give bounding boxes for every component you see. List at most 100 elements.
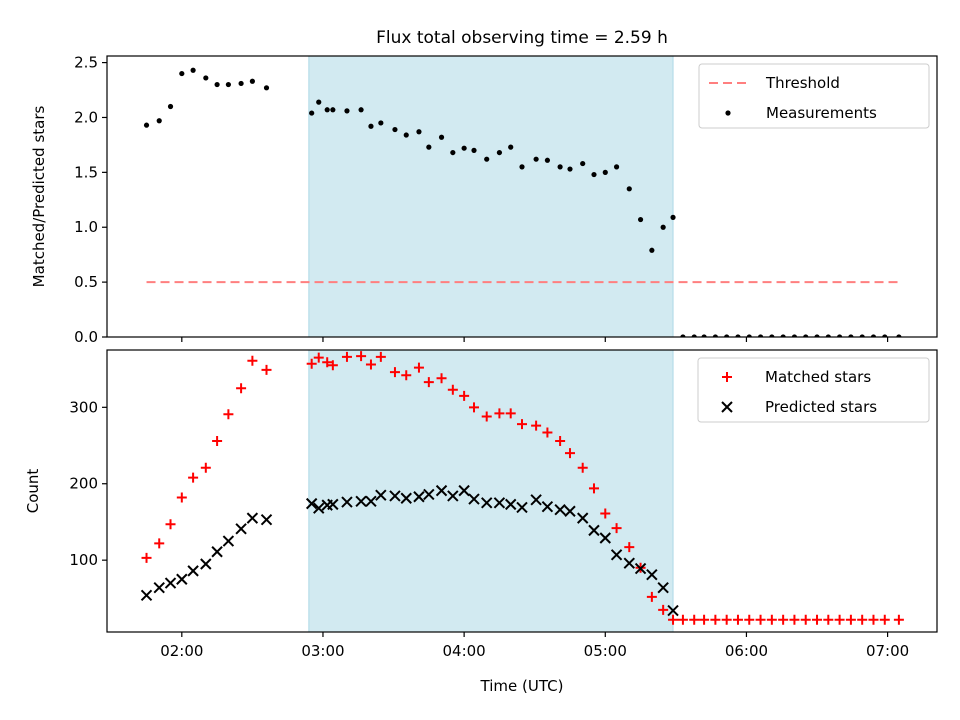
measurement-point <box>848 334 854 337</box>
x-tick-label: 04:00 <box>443 642 486 660</box>
predicted-star-point <box>260 513 273 526</box>
predicted-star-point <box>504 498 517 511</box>
measurement-point <box>416 129 422 135</box>
matched-star-point <box>542 427 553 438</box>
matched-star-point <box>588 483 599 494</box>
matched-star-point <box>555 435 566 446</box>
matched-star-point <box>306 358 317 369</box>
measurement-point <box>179 70 185 77</box>
measurement-point <box>746 334 752 337</box>
x-tick-label: 02:00 <box>160 642 203 660</box>
predicted-star-point <box>623 557 635 569</box>
matched-star-point <box>834 614 845 625</box>
matched-star-point <box>494 408 505 419</box>
measurement-point <box>368 123 374 129</box>
measurement-point <box>358 107 364 113</box>
measurement-point <box>263 85 270 91</box>
matched-star-point <box>778 614 789 625</box>
predicted-star-point <box>355 495 367 508</box>
top-panel: 0.0 0.5 1.0 1.5 2.0 2.5 Matched/Predicted star… <box>30 54 938 346</box>
measurement-point <box>519 164 525 170</box>
measurement-point <box>324 107 330 113</box>
measurement-point <box>670 214 676 220</box>
matched-star-point <box>322 357 333 368</box>
measurement-point <box>626 186 632 192</box>
matched-star-point <box>447 384 458 395</box>
matched-star-point <box>505 408 516 419</box>
matched-star-point <box>223 409 234 420</box>
predicted-star-point <box>305 497 318 510</box>
measurement-point <box>769 334 775 337</box>
legend-box <box>697 357 930 423</box>
measurement-point <box>724 334 730 337</box>
predicted-star-point <box>493 497 506 509</box>
matched-star-point <box>176 492 187 503</box>
measurement-point <box>471 147 477 153</box>
measurement-point <box>438 134 445 140</box>
matched-star-point <box>401 370 412 381</box>
predicted-star-point <box>153 581 165 594</box>
legend-label: Matched stars <box>765 368 871 386</box>
matched-star-point <box>423 377 434 388</box>
y-tick-label: 1.5 <box>74 163 98 181</box>
predicted-star-point <box>646 568 658 581</box>
measurement-point <box>680 334 686 337</box>
measurement-point <box>403 132 409 138</box>
matched-star-point <box>413 362 424 373</box>
y-tick-label: 2.0 <box>74 108 98 126</box>
x-axis-label: Time (UTC) <box>480 677 564 695</box>
predicted-star-point <box>599 532 611 544</box>
matched-star-point <box>710 614 721 625</box>
matched-star-point <box>845 614 856 625</box>
predicted-star-point <box>211 546 223 558</box>
x-tick-label: 03:00 <box>301 642 344 660</box>
predicted-star-point <box>541 500 554 513</box>
measurement-point <box>882 334 888 337</box>
measurement-point <box>613 164 620 170</box>
measurement-point <box>701 334 707 337</box>
matched-star-point <box>689 614 700 625</box>
measurement-point <box>533 156 539 162</box>
measurement-point <box>143 122 150 128</box>
y-axis-label: Matched/Predicted stars <box>30 106 48 288</box>
legend-predicted-swatch <box>721 401 733 413</box>
predicted-star-point <box>313 502 325 514</box>
measurement-point <box>249 78 255 84</box>
x-tick-label: 05:00 <box>584 642 627 660</box>
matched-star-point <box>375 351 386 362</box>
y-axis-label: Count <box>24 469 42 514</box>
matched-star-point <box>677 614 688 625</box>
measurement-point <box>214 81 220 88</box>
matched-star-point <box>247 355 258 366</box>
predicted-star-point <box>423 488 435 501</box>
axes-frame <box>106 349 938 633</box>
matched-star-point <box>755 614 766 625</box>
measurement-point <box>461 145 467 151</box>
matched-star-point <box>481 411 492 422</box>
predicted-star-point <box>458 484 470 497</box>
matched-star-point <box>436 373 447 384</box>
axes-frame <box>106 55 938 338</box>
predicted-star-point <box>468 493 480 505</box>
matched-star-point <box>341 351 352 362</box>
matched-star-point <box>668 614 679 625</box>
predicted-star-point <box>413 491 425 503</box>
chart-title: Flux total observing time = 2.59 h <box>376 28 668 48</box>
measurement-point <box>190 67 196 73</box>
predicted-star-point <box>235 523 247 535</box>
measurement-point <box>580 160 586 167</box>
measurement-point <box>859 334 865 337</box>
matched-star-point <box>868 614 879 625</box>
matched-star-point <box>766 614 777 625</box>
predicted-star-point <box>246 512 259 524</box>
measurement-point <box>896 334 902 337</box>
measurement-point <box>870 334 877 337</box>
predicted-star-point <box>516 501 528 514</box>
measurement-point <box>167 103 174 110</box>
predicted-star-point <box>435 484 448 497</box>
matched-star-point <box>165 519 176 530</box>
predicted-star-point <box>530 494 542 506</box>
predicted-star-point <box>576 512 589 524</box>
matched-star-point <box>893 614 904 625</box>
